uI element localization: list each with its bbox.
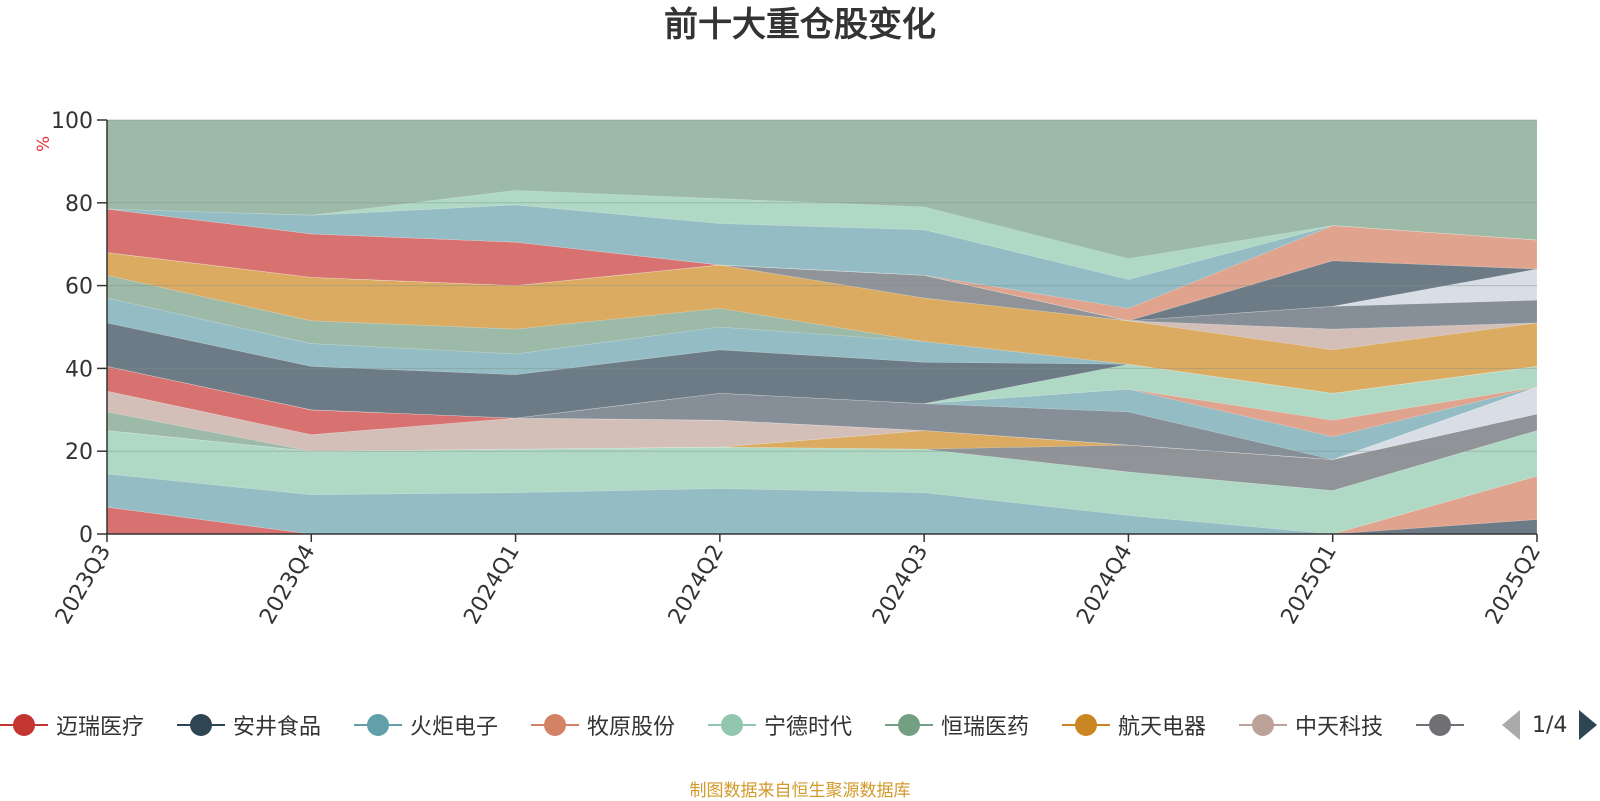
legend-marker-icon: [1416, 705, 1464, 745]
y-tick-label: 80: [65, 192, 93, 217]
x-tick-label: 2024Q4: [1072, 541, 1137, 629]
legend-label: 恒瑞医药: [941, 715, 1030, 740]
legend-item[interactable]: 恒瑞医药: [885, 705, 1029, 745]
y-tick-label: 60: [65, 275, 93, 300]
y-tick-label: 0: [79, 523, 93, 548]
y-tick-label: 20: [65, 440, 93, 465]
legend-item[interactable]: 宁德时代: [708, 705, 852, 745]
area-layer: [106, 190, 1538, 280]
legend-item[interactable]: [1416, 705, 1472, 745]
x-tick-label: 2025Q2: [1481, 541, 1546, 629]
legend-marker-icon: [0, 705, 48, 745]
legend-label: 安井食品: [233, 715, 322, 740]
y-tick-label: 100: [51, 109, 93, 134]
legend-marker-icon: [1062, 705, 1110, 745]
legend-prev-page-icon[interactable]: [1502, 710, 1520, 740]
chart-title: 前十大重仓股变化: [664, 5, 936, 45]
legend-marker-icon: [177, 705, 225, 745]
legend-label: 牧原股份: [587, 715, 676, 740]
x-tick-label: 2023Q3: [51, 541, 116, 629]
legend-item[interactable]: 迈瑞医疗: [0, 705, 144, 745]
x-tick-label: 2025Q1: [1277, 541, 1342, 629]
legend-item[interactable]: 中天科技: [1239, 705, 1383, 745]
legend-item[interactable]: 航天电器: [1062, 705, 1206, 745]
area-layer: [106, 208, 1538, 322]
legend-label: 迈瑞医疗: [56, 715, 145, 740]
legend-item[interactable]: 安井食品: [177, 705, 321, 745]
legend-marker-icon: [1239, 705, 1287, 745]
area-layer: [106, 386, 1538, 460]
legend-label: 火炬电子: [410, 715, 499, 740]
legend-label: 宁德时代: [764, 715, 853, 740]
legend-marker-icon: [708, 705, 756, 745]
legend-label: 航天电器: [1118, 715, 1207, 740]
legend-item[interactable]: 火炬电子: [354, 705, 498, 745]
legend-pager: 1/4: [1502, 705, 1598, 745]
legend-marker-icon: [531, 705, 579, 745]
legend-items: 迈瑞医疗 安井食品 火炬电子 牧原股份 宁德时代 恒瑞医药 航天电器 中天科技: [0, 705, 1482, 745]
y-tick-label: 40: [65, 357, 93, 382]
legend-item[interactable]: 牧原股份: [531, 705, 675, 745]
x-tick-label: 2023Q4: [255, 541, 320, 629]
legend-page-indicator: 1/4: [1532, 712, 1568, 738]
x-tick-label: 2024Q2: [664, 541, 729, 629]
legend-marker-icon: [885, 705, 933, 745]
legend-next-page-icon[interactable]: [1579, 710, 1598, 740]
stacked-area-chart: 0 20 40 60 80 100 2023Q3 2023Q4 2024Q1 2024Q2 2024…: [51, 109, 1546, 629]
x-tick-label: 2024Q3: [868, 541, 933, 629]
legend-label: 中天科技: [1295, 715, 1384, 740]
source-note: 制图数据来自恒生聚源数据库: [689, 781, 911, 801]
x-tick-label: 2024Q1: [459, 541, 524, 629]
legend-marker-icon: [354, 705, 402, 745]
legend: 迈瑞医疗 安井食品 火炬电子 牧原股份 宁德时代 恒瑞医药 航天电器 中天科技 1/4: [0, 705, 1600, 745]
